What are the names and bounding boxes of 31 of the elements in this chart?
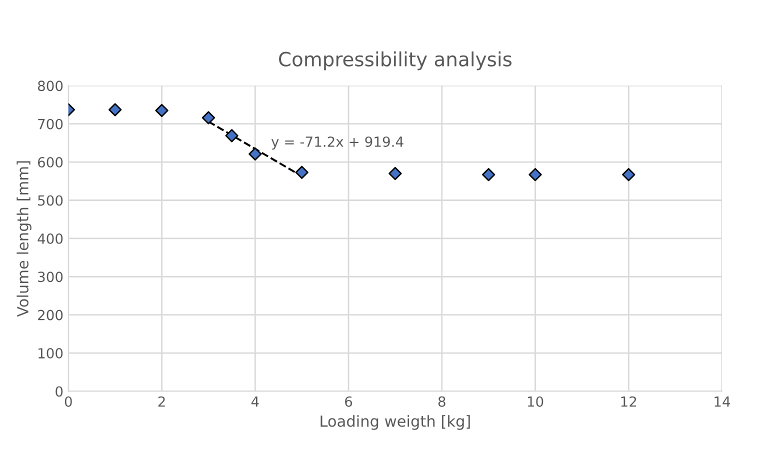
point [295,166,308,179]
x-tick-label: 10 [528,396,544,407]
point [622,168,636,182]
point [528,168,542,182]
point [202,111,216,124]
y-axis-title: Volume length [mm] [16,161,32,317]
y-tick-label: 500 [38,195,63,206]
point [248,147,262,161]
x-axis-title: Loading weigth [kg] [320,415,470,430]
y-tick-label: 700 [38,118,63,130]
y-tick-label: 0 [56,386,63,397]
chart-title: Compressibility analysis [279,51,512,70]
point [108,103,122,116]
x-tick-label: 0 [64,396,72,407]
y-tick-label: 300 [38,272,63,282]
y-tick-label: 600 [38,157,63,168]
x-tick-label: 12 [621,396,636,407]
x-tick-label: 6 [345,396,352,407]
y-tick-label: 100 [38,348,63,359]
point [155,104,168,118]
y-tick-label: 800 [38,80,63,92]
x-tick-label: 8 [438,396,446,407]
y-tick-label: 200 [38,310,63,320]
point [388,166,402,180]
annotation: y = -71.2x + 919.4 [271,136,404,150]
point [482,168,496,182]
x-tick-label: 2 [158,396,165,407]
point [225,129,238,142]
x-tick-label: 4 [251,396,259,407]
x-tick-label: 14 [714,396,730,407]
y-tick-label: 400 [38,233,63,244]
